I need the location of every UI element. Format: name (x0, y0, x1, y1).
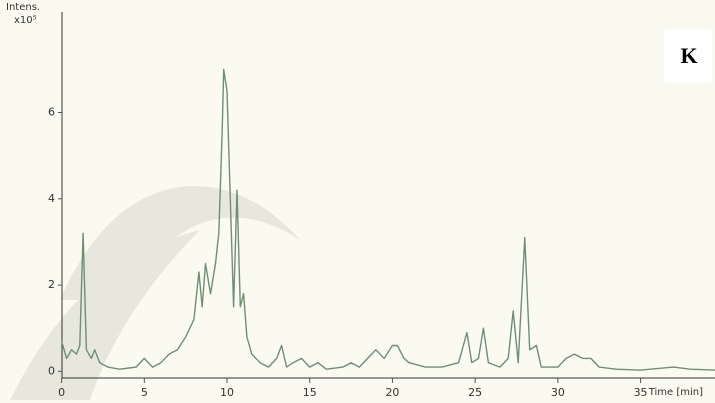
x-axis-label: Time [min] (648, 387, 703, 398)
y-tick-label: 0 (48, 364, 55, 377)
y-tick-label: 2 (48, 278, 55, 291)
x-tick-label: 15 (303, 386, 317, 399)
panel-label-box (664, 30, 712, 82)
y-axis-label: Intens. (6, 2, 40, 13)
x-tick-label: 0 (58, 386, 65, 399)
x-tick-label: 35 (634, 386, 648, 399)
panel-label: K (680, 43, 697, 68)
y-tick-label: 6 (48, 106, 55, 119)
y-tick-label: 4 (48, 192, 55, 205)
chromatogram-line (60, 68, 715, 371)
x-tick-label: 10 (220, 386, 234, 399)
x-tick-label: 30 (551, 386, 565, 399)
x-tick-label: 5 (141, 386, 148, 399)
y-axis-unit: x10⁵ (14, 15, 37, 26)
x-tick-label: 20 (385, 386, 399, 399)
x-tick-label: 25 (468, 386, 482, 399)
watermark (10, 185, 300, 400)
